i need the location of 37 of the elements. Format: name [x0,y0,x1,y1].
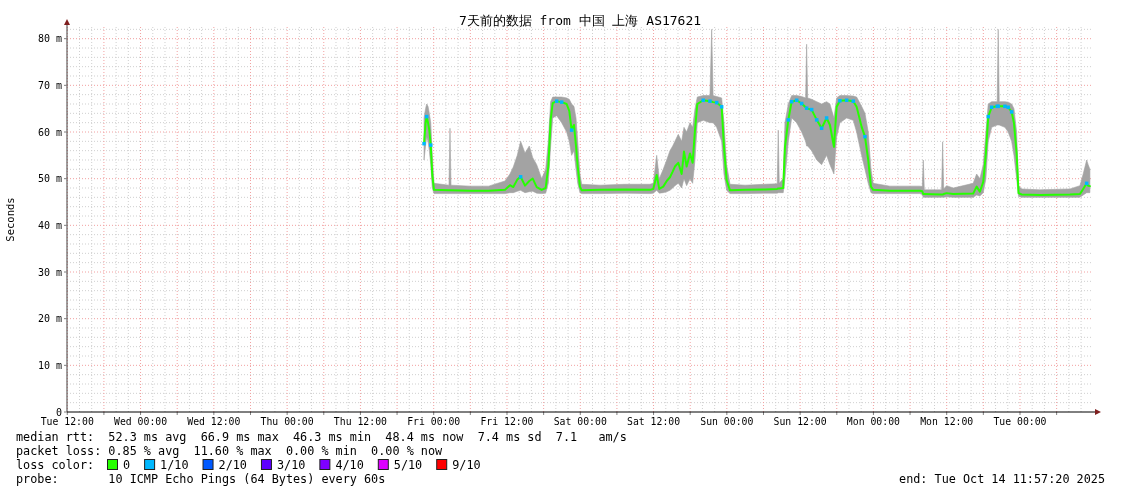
y-tick-label: 60 m [37,126,62,138]
text: packet loss: 0.85 % avg 11.60 % max 0.00 % min 0.00 % now [16,444,444,458]
x-tick-label: Sat 00:00 [553,416,607,427]
text: median rtt: 52.3 ms avg 66.9 ms max 46.3 ms min 48.4 ms now 7.4 ms sd 7.1 am/s [16,430,627,444]
x-tick-label: Thu 00:00 [260,416,314,427]
x-tick-label: Tue 12:00 [40,416,94,427]
x-tick-label: Sun 12:00 [773,416,827,427]
y-axis-title: Seconds [4,197,16,242]
x-tick-label: Wed 12:00 [187,416,241,427]
x-tick-label: Sun 00:00 [700,416,754,427]
y-tick-label: 0 [55,406,62,418]
y-tick-label: 70 m [37,79,62,91]
y-tick-label: 30 m [37,266,62,278]
legend-label: 4/10 [335,458,364,472]
legend-label: 2/10 [218,458,247,472]
x-tick-label: Thu 12:00 [333,416,388,427]
legend-label: 9/10 [452,458,481,472]
x-tick-label: Wed 00:00 [114,416,168,427]
y-tick-label: 40 m [37,219,62,231]
legend-label: 5/10 [393,458,423,472]
y-tick-label: 20 m [37,313,62,325]
y-tick-label: 80 m [37,33,62,45]
y-tick-label: 50 m [37,173,62,185]
chart-title: 7天前的数据 from 中国 上海 AS17621 [458,13,702,28]
x-tick-label: Mon 00:00 [846,416,901,427]
x-tick-label: Fri 00:00 [407,416,461,427]
y-tick-label: 10 m [37,359,62,371]
x-tick-label: Tue 00:00 [993,416,1047,427]
x-tick-label: Mon 12:00 [920,416,974,427]
text: end: Tue Oct 14 11:57:20 2025 [899,472,1105,486]
legend-label: 3/10 [276,458,306,472]
legend-title: loss color: [16,458,95,472]
x-tick-label: Fri 12:00 [480,416,534,427]
legend-label: 0 [123,458,131,472]
x-tick-label: Sat 12:00 [627,416,681,427]
legend-label: 1/10 [160,458,189,472]
text: probe: 10 ICMP Echo Pings (64 Bytes) every 60s [16,472,386,486]
